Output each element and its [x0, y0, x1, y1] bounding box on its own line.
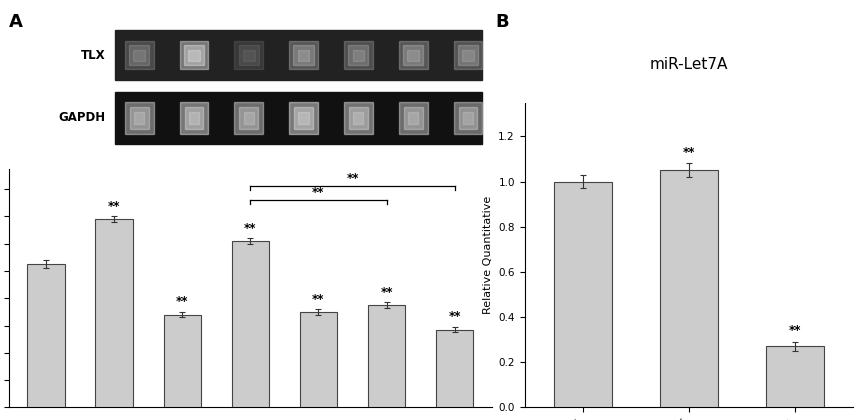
Text: **: **	[682, 146, 695, 159]
Bar	[407, 50, 418, 60]
Text: **: **	[448, 310, 461, 323]
Bar	[344, 41, 372, 69]
Bar	[96, 219, 133, 407]
Text: **: **	[244, 222, 257, 235]
Bar	[453, 102, 482, 134]
Bar	[243, 50, 254, 60]
Bar	[164, 315, 201, 407]
Bar	[184, 107, 203, 129]
Bar	[234, 41, 263, 69]
Bar	[353, 112, 363, 124]
Bar	[300, 312, 337, 407]
Bar	[179, 41, 208, 69]
Bar	[28, 264, 65, 407]
Bar	[765, 346, 823, 407]
Bar	[232, 241, 269, 407]
Bar	[553, 181, 611, 407]
Bar	[293, 45, 313, 65]
Bar	[183, 45, 204, 65]
Bar	[239, 107, 257, 129]
Bar	[403, 107, 422, 129]
Bar	[238, 45, 258, 65]
Bar	[407, 112, 418, 124]
Bar	[115, 30, 482, 80]
Bar	[234, 102, 263, 134]
Bar	[288, 102, 318, 134]
Text: **: **	[346, 172, 358, 185]
Bar	[179, 102, 208, 134]
Bar	[348, 45, 368, 65]
Text: **: **	[788, 324, 801, 337]
Bar	[297, 50, 309, 60]
Bar	[349, 107, 368, 129]
Bar	[457, 45, 478, 65]
Text: TLX: TLX	[81, 49, 105, 62]
Text: **: **	[108, 200, 121, 213]
Text: A: A	[9, 13, 22, 31]
Text: **: **	[312, 293, 325, 306]
Bar	[403, 45, 423, 65]
Bar	[399, 102, 427, 134]
Bar	[659, 170, 717, 407]
Bar	[368, 305, 405, 407]
Bar	[129, 45, 149, 65]
Bar	[399, 41, 427, 69]
Bar	[189, 112, 199, 124]
Bar	[134, 112, 144, 124]
Y-axis label: Relative Quantitative: Relative Quantitative	[482, 196, 492, 314]
Bar	[462, 112, 473, 124]
Text: miR-Let7A: miR-Let7A	[649, 57, 728, 72]
Text: GAPDH: GAPDH	[59, 111, 105, 124]
Bar	[125, 102, 153, 134]
Text: **: **	[312, 186, 325, 199]
Bar	[461, 50, 474, 60]
Bar	[133, 50, 145, 60]
Bar	[458, 107, 477, 129]
Bar	[244, 112, 253, 124]
Bar	[130, 107, 148, 129]
Bar	[188, 50, 200, 60]
Bar	[125, 41, 153, 69]
Bar	[288, 41, 318, 69]
Text: **: **	[176, 295, 189, 308]
Bar	[352, 50, 363, 60]
Bar	[294, 107, 313, 129]
Bar	[344, 102, 372, 134]
Bar	[115, 92, 482, 144]
Text: B: B	[495, 13, 509, 31]
Bar	[436, 330, 473, 407]
Text: **: **	[380, 286, 393, 299]
Bar	[298, 112, 308, 124]
Bar	[453, 41, 482, 69]
